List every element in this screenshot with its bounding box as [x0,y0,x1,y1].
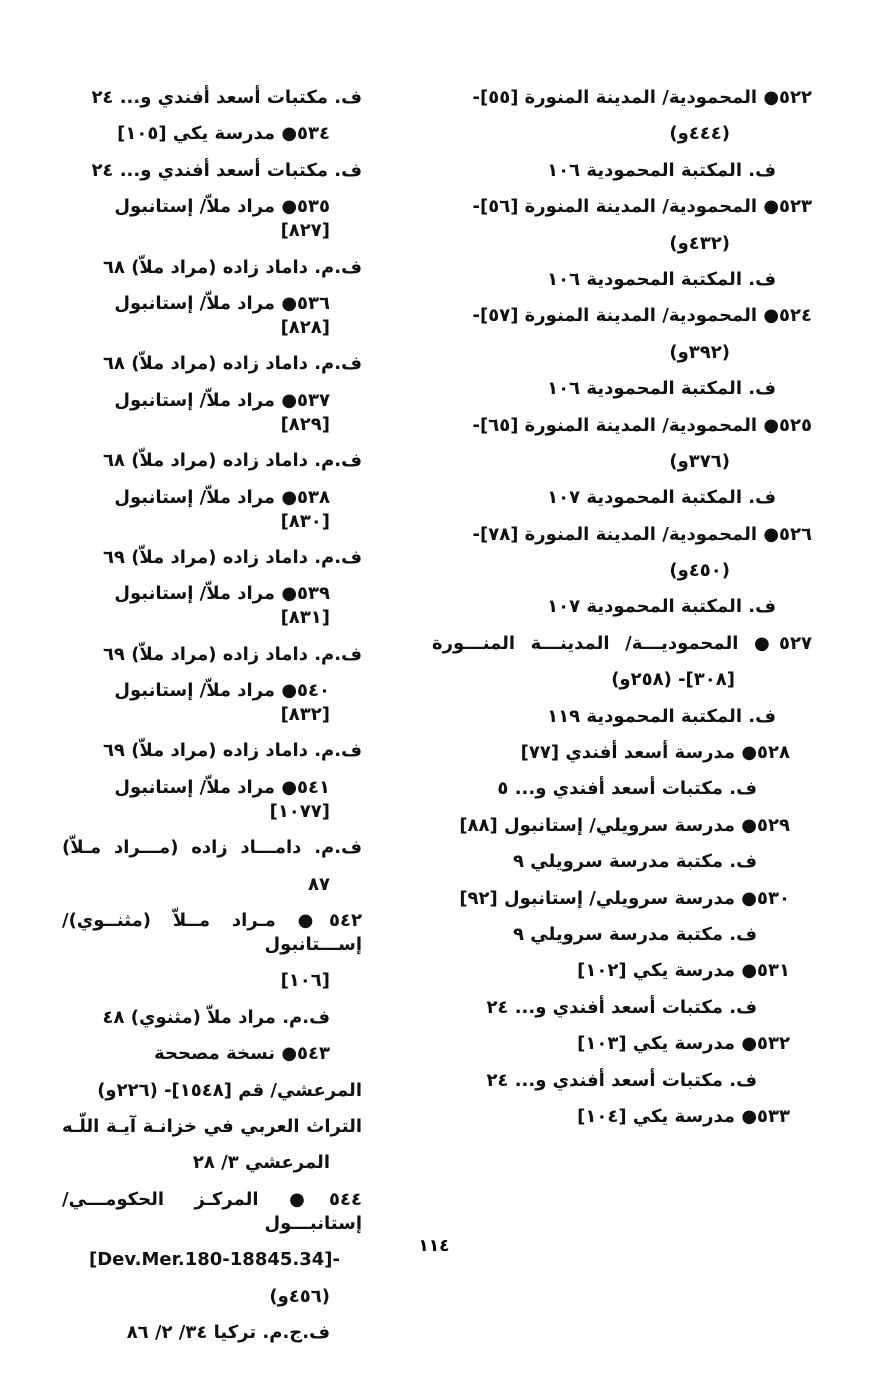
right-column-line: ٥٣٠● مدرسة سرويلي/ إستانبول [٩٢] [459,887,790,909]
left-column-line: ف.م. داماد زاده (مراد ملاّ) ٦٩ [102,740,362,762]
right-column-line: ف. مكتبة مدرسة سرويلي ٩ [513,851,757,873]
page-number: ١١٤ [418,1236,450,1256]
right-column-line: ٥٣٢● مدرسة يكي [١٠٣] [577,1033,790,1055]
left-column-line: ٥٣٩● مراد ملاّ/ إستانبول [٨٣١] [114,583,330,629]
left-column-line: ٥٣٤● مدرسة يكي [١٠٥] [117,123,330,145]
right-column-line: ٥٢٥● المحمودية/ المدينة المنورة [٦٥]- [472,414,813,436]
left-column-line: ف.م. داماد زاده (مراد ملاّ) ٦٨ [102,450,362,472]
left-column-line: ف.ج.م. تركيا ٣٤/ ٢/ ٨٦ [126,1321,330,1343]
left-column-line: ف.م. داماد زاده (مراد ملاّ) ٦٨ [102,256,362,278]
right-column: ٥٢٢● المحمودية/ المدينة المنورة [٥٥]- (٤٤… [432,80,812,1135]
right-column-line: ف. المكتبة المحمودية ١٠٦ [547,378,776,400]
right-column-line: (٣٧٦و) [669,450,730,472]
left-column-line: ٥٤٢● مـراد مــلاّ (مثنــوي)/ إســـتانبول [62,910,362,956]
left-column-line: المرعشي ٣/ ٢٨ [192,1152,330,1174]
left-column-line: ٥٤٤● المركـز الحكومـــي/ إستانبـــول [62,1188,362,1234]
right-column-line: ف. مكتبات أسعد أفندي و... ٥ [497,778,757,800]
right-column-line: ٥٢٩● مدرسة سرويلي/ إستانبول [٨٨] [459,814,790,836]
left-column-line: ف.م. داماد زاده (مراد ملاّ) ٦٩ [102,546,362,568]
left-column-line: ف.م. دامـــاد زاده (مـــراد مـلاّ) [62,837,362,859]
right-column-line: ٥٢٨● مدرسة أسعد أفندي [٧٧] [520,742,790,764]
right-column-line: ف. المكتبة المحمودية ١٠٦ [547,268,776,290]
left-column-line: ٥٣٨● مراد ملاّ/ إستانبول [٨٣٠] [114,486,330,532]
left-column-line: ٥٤٣● نسخة مصححة [154,1043,330,1065]
left-column-line: المرعشي/ قم [١٥٤٨]- (٢٢٦و) [97,1079,362,1101]
left-column-line: ف.م. داماد زاده (مراد ملاّ) ٦٩ [102,643,362,665]
left-column-line: التراث العربي في خزانـة آيـة اللّـه [62,1115,362,1137]
left-column-line: ف.م. داماد زاده (مراد ملاّ) ٦٨ [102,353,362,375]
right-column-line: ف. مكتبات أسعد أفندي و... ٢٤ [486,996,757,1018]
left-column-line: (٤٥٦و) [269,1285,330,1307]
right-column-line: ف. مكتبات أسعد أفندي و... ٢٤ [486,1069,757,1091]
left-column-line: ٨٧ [308,873,330,895]
right-column-line: (٤٤٤و) [669,123,730,145]
right-column-line: (٣٩٢و) [669,341,730,363]
right-column-line: ٥٢٢● المحمودية/ المدينة المنورة [٥٥]- [472,87,813,108]
left-column-line: ٥٤١● مراد ملاّ/ إستانبول [١٠٧٧] [114,776,330,822]
right-column-line: [٣٠٨]- (٢٥٨و) [611,669,735,691]
left-column-line: ف.م. مراد ملاّ (مثنوي) ٤٨ [102,1006,330,1028]
right-column-line: ٥٣١● مدرسة يكي [١٠٢] [577,960,790,982]
right-column-line: ٥٢٦● المحمودية/ المدينة المنورة [٧٨]- [472,523,813,545]
right-column-line: ف. المكتبة المحمودية ١٠٦ [547,159,776,181]
right-column-line: (٤٥٠و) [669,560,730,582]
right-column-line: ف. المكتبة المحمودية ١٠٧ [547,596,776,618]
right-column-line: ٥٣٣● مدرسة يكي [١٠٤] [577,1105,790,1127]
left-column: ف. مكتبات أسعد أفندي و... ٢٤ ٥٣٤● مدرسة ي… [62,80,362,1351]
right-column-line: ف. المكتبة المحمودية ١٠٧ [547,487,776,509]
left-column-line: ف. مكتبات أسعد أفندي و... ٢٤ [91,87,362,108]
left-column-line: ٥٤٠● مراد ملاّ/ إستانبول [٨٣٢] [114,680,330,726]
left-column-line: ٥٣٥● مراد ملاّ/ إستانبول [٨٢٧] [114,196,330,242]
right-column-line: ٥٢٣● المحمودية/ المدينة المنورة [٥٦]- [472,196,813,218]
left-column-line: ٥٣٧● مراد ملاّ/ إستانبول [٨٢٩] [114,389,330,435]
left-column-line: ف. مكتبات أسعد أفندي و... ٢٤ [91,159,362,181]
left-column-line: [١٠٦] [280,970,330,992]
left-column-line: ٥٣٦● مراد ملاّ/ إستانبول [٨٢٨] [114,292,330,338]
left-column-line: -[34.Dev.Mer.180-18845] [88,1249,340,1271]
right-column-line: ٥٢٤● المحمودية/ المدينة المنورة [٥٧]- [472,305,813,327]
right-column-line: (٤٣٢و) [669,232,730,254]
right-column-line: ف. المكتبة المحمودية ١١٩ [547,705,776,727]
right-column-line: ف. مكتبة مدرسة سرويلي ٩ [513,923,757,945]
right-column-line: ٥٢٧● المحموديـــة/ المدينـــة المنـــورة [432,632,812,654]
